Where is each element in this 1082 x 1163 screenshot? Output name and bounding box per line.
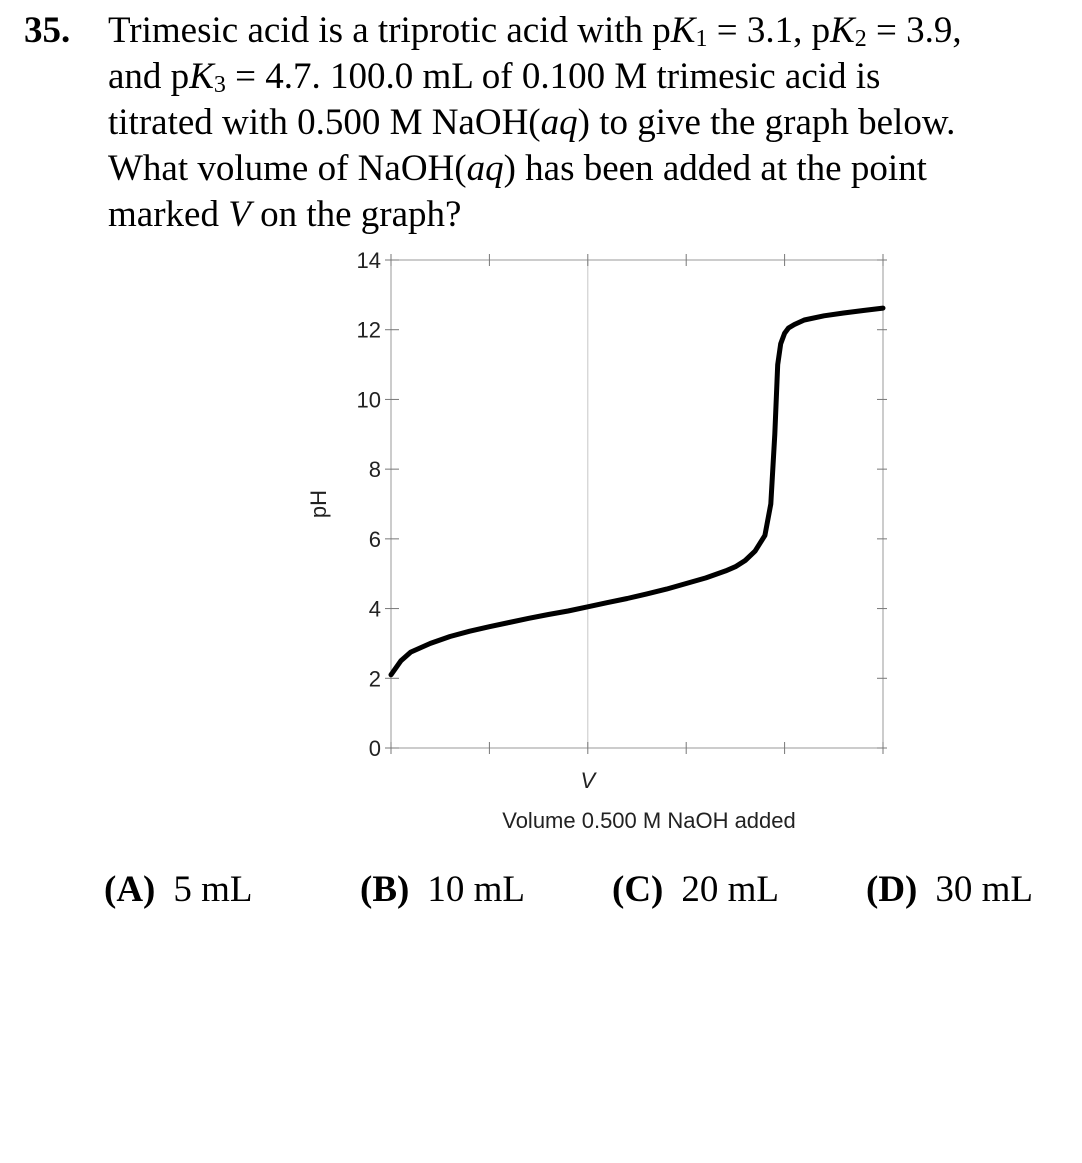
titration-curve (388, 305, 886, 678)
y-tick-label: 8 (369, 457, 381, 482)
y-tick-label: 6 (369, 527, 381, 552)
plot-frame (390, 259, 884, 749)
y-tick-label: 2 (369, 666, 381, 691)
x-axis-label: Volume 0.500 M NaOH added (502, 808, 796, 833)
y-tick-label: 10 (357, 387, 381, 412)
q1-k1-sub: 1 (695, 26, 708, 52)
answer-c[interactable]: (C) 20 mL (612, 868, 779, 911)
q2-k3-sub: 3 (213, 72, 226, 98)
q2-k3: K (189, 56, 214, 97)
q4-b: ) has been added at the point (503, 148, 927, 189)
question-number: 35. (24, 10, 71, 51)
q2-a: and p (108, 56, 190, 97)
answer-b[interactable]: (B) 10 mL (360, 868, 525, 911)
y-tick-labels: 0 2 4 6 8 10 12 14 (357, 248, 381, 761)
answer-b-text: 10 mL (427, 869, 525, 910)
answer-d-text: 30 mL (935, 869, 1034, 910)
question-line-4: What volume of NaOH(aq) has been added a… (108, 146, 1074, 192)
q3-aq: aq (540, 102, 578, 143)
q1-c: = 3.9, (866, 10, 962, 51)
q5-v: V (228, 194, 251, 235)
q5-a: marked (108, 194, 229, 235)
answer-a[interactable]: (A) 5 mL (104, 868, 253, 911)
answer-d-letter: (D) (866, 869, 918, 910)
answer-a-text: 5 mL (173, 869, 253, 910)
y-tick-label: 4 (369, 597, 381, 622)
answer-a-letter: (A) (104, 869, 156, 910)
question-line-3: titrated with 0.500 M NaOH(aq) to give t… (108, 100, 1074, 146)
question-line-5: marked V on the graph? (108, 192, 1074, 238)
answer-d[interactable]: (D) 30 mL (866, 868, 1033, 911)
q1-k1: K (670, 10, 696, 51)
q1-k2-sub: 2 (854, 26, 867, 52)
q1-b: = 3.1, p (707, 10, 831, 51)
answer-c-text: 20 mL (681, 869, 780, 910)
q2-b: = 4.7. 100.0 mL of 0.100 M trimesic acid… (225, 56, 881, 97)
y-tick-label: 14 (357, 248, 381, 273)
y-tick-label: 0 (369, 736, 381, 761)
q1-a: Trimesic acid is a triprotic acid with p (108, 10, 671, 51)
answer-c-letter: (C) (612, 869, 664, 910)
q3-a: titrated with 0.500 M NaOH( (108, 102, 541, 143)
q4-a: What volume of NaOH( (108, 148, 467, 189)
q4-aq: aq (466, 148, 504, 189)
question-line-1: Trimesic acid is a triprotic acid with p… (108, 8, 1074, 54)
q5-b: on the graph? (250, 194, 462, 235)
question-line-2: and pK3 = 4.7. 100.0 mL of 0.100 M trime… (108, 54, 1074, 100)
plot-border (390, 259, 884, 749)
y-axis-label: pH (306, 490, 331, 518)
answer-b-letter: (B) (360, 869, 410, 910)
q1-k2: K (830, 10, 855, 51)
q3-b: ) to give the graph below. (577, 102, 956, 143)
question-text: Trimesic acid is a triprotic acid with p… (108, 8, 1074, 238)
answer-choices: (A) 5 mL (B) 10 mL (C) 20 mL (D) 30 mL (0, 868, 1082, 918)
axis-ticks (385, 254, 887, 754)
x-marker-label: V (580, 768, 597, 793)
y-tick-label: 12 (357, 318, 381, 343)
